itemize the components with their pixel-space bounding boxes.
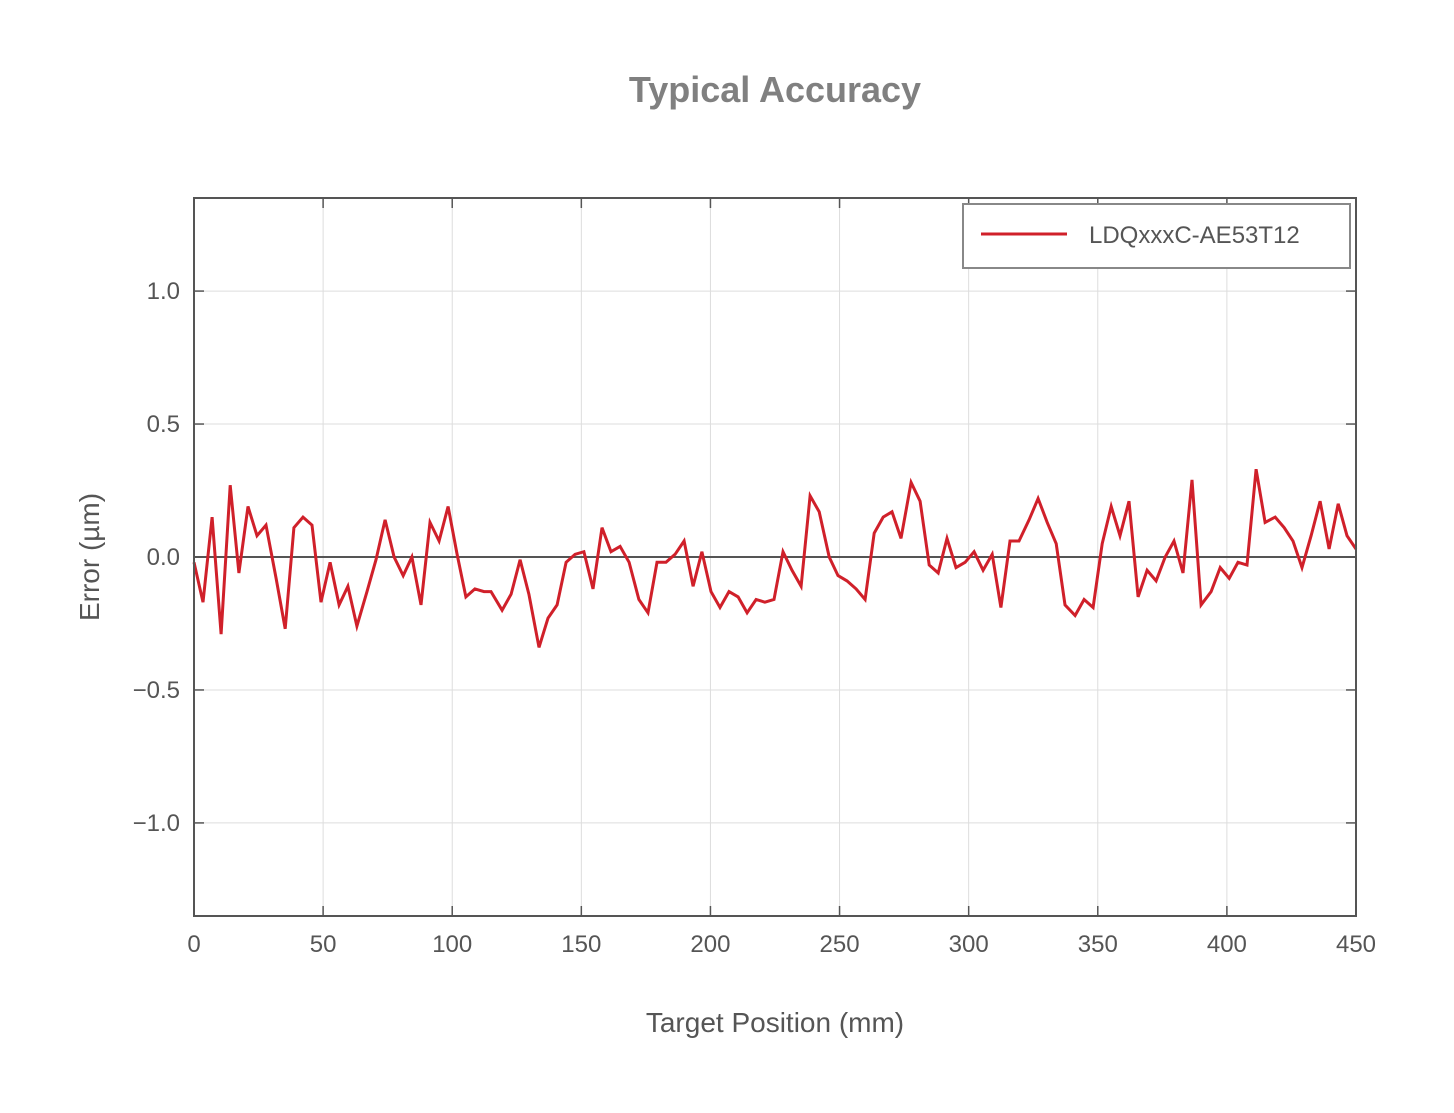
x-tick-label: 350 (1078, 931, 1118, 958)
x-tick-label: 400 (1207, 931, 1247, 958)
x-tick-label: 50 (310, 931, 337, 958)
x-axis-tick-labels: 0 50 100 150 200 250 300 350 400 450 (187, 931, 1376, 958)
series-line-ldqxxxc-ae53t12 (192, 468, 1358, 648)
y-axis-label: Error (µm) (74, 493, 105, 621)
legend-box (962, 203, 1351, 269)
axis-ticks (193, 198, 1357, 916)
y-tick-label: −1.0 (133, 810, 180, 837)
chart-title: Typical Accuracy (629, 69, 921, 110)
x-tick-label: 200 (690, 931, 730, 958)
legend: LDQxxxC-AE53T12 (962, 203, 1351, 269)
legend-label: LDQxxxC-AE53T12 (1089, 222, 1300, 249)
x-tick-label: 150 (561, 931, 601, 958)
y-tick-label: 0.5 (147, 411, 180, 438)
x-axis-label: Target Position (mm) (646, 1007, 904, 1038)
x-tick-label: 100 (432, 931, 472, 958)
y-axis-tick-labels: −1.0 −0.5 0.0 0.5 1.0 (133, 278, 180, 837)
y-tick-label: 1.0 (147, 278, 180, 305)
x-tick-label: 0 (187, 931, 200, 958)
x-tick-label: 300 (949, 931, 989, 958)
y-tick-label: −0.5 (133, 677, 180, 704)
x-tick-label: 250 (820, 931, 860, 958)
y-tick-label: 0.0 (147, 544, 180, 571)
x-tick-label: 450 (1336, 931, 1376, 958)
